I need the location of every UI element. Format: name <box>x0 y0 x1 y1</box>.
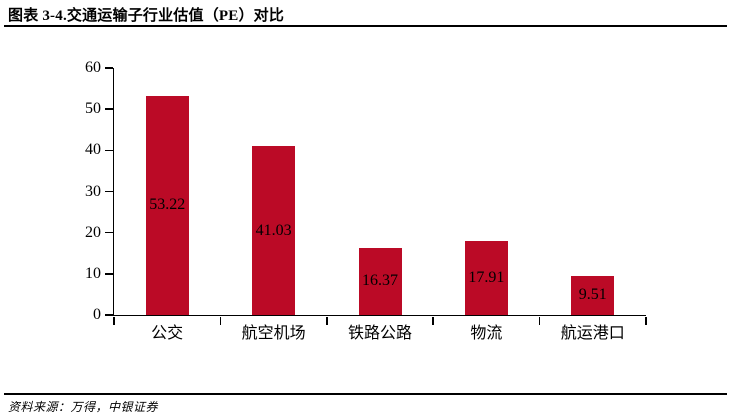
y-axis-tick-label: 50 <box>85 100 101 118</box>
bar-value-label: 9.51 <box>578 286 607 304</box>
y-axis-tick-label: 60 <box>85 59 101 76</box>
x-axis-tick <box>326 316 328 325</box>
x-axis-category-label: 物流 <box>470 325 503 342</box>
y-axis-tick <box>105 108 113 110</box>
y-axis-tick-label: 0 <box>93 306 101 323</box>
y-axis-tick <box>105 314 113 316</box>
y-axis-tick-label: 20 <box>85 223 101 241</box>
bar-value-label: 53.22 <box>149 196 186 214</box>
bar: 41.03 <box>252 146 296 315</box>
bar-value-label: 17.91 <box>468 269 505 287</box>
y-axis-tick <box>105 190 113 193</box>
y-axis-tick <box>105 231 113 234</box>
footer-divider-line <box>4 393 727 395</box>
x-axis-tick <box>219 316 222 325</box>
x-axis-category-label: 公交 <box>151 325 184 342</box>
bar-value-label: 16.37 <box>362 272 398 290</box>
y-axis-tick-label: 10 <box>85 264 101 282</box>
x-axis-tick <box>538 316 541 325</box>
source-attribution: 资料来源：万得，中银证券 <box>8 400 159 414</box>
y-axis-tick-label: 40 <box>85 141 101 159</box>
bar: 16.37 <box>358 247 402 315</box>
x-axis-tick <box>113 316 115 325</box>
chart-title: 图表 3-4.交通运输子行业估值（PE）对比 <box>8 8 285 24</box>
y-axis-tick-label: 30 <box>85 182 101 200</box>
x-axis-tick <box>432 316 434 325</box>
bar-value-label: 41.03 <box>255 221 292 239</box>
x-axis-category-label: 航运港口 <box>560 325 625 342</box>
y-axis-tick <box>105 273 113 275</box>
bar: 53.22 <box>145 95 189 315</box>
x-axis-category-label: 铁路公路 <box>347 325 413 342</box>
y-axis-tick <box>105 149 113 152</box>
title-divider-line <box>4 25 727 27</box>
bar: 17.91 <box>464 241 508 315</box>
bar-chart-plot-area: 0 10 20 30 40 50 60 53.22 公交 41.03 航空机场 16.37 铁路公路 17… <box>85 60 647 342</box>
bar: 9.51 <box>571 275 615 315</box>
x-axis-category-label: 航空机场 <box>241 325 306 342</box>
x-axis-tick <box>645 316 647 325</box>
y-axis-tick <box>105 67 113 69</box>
